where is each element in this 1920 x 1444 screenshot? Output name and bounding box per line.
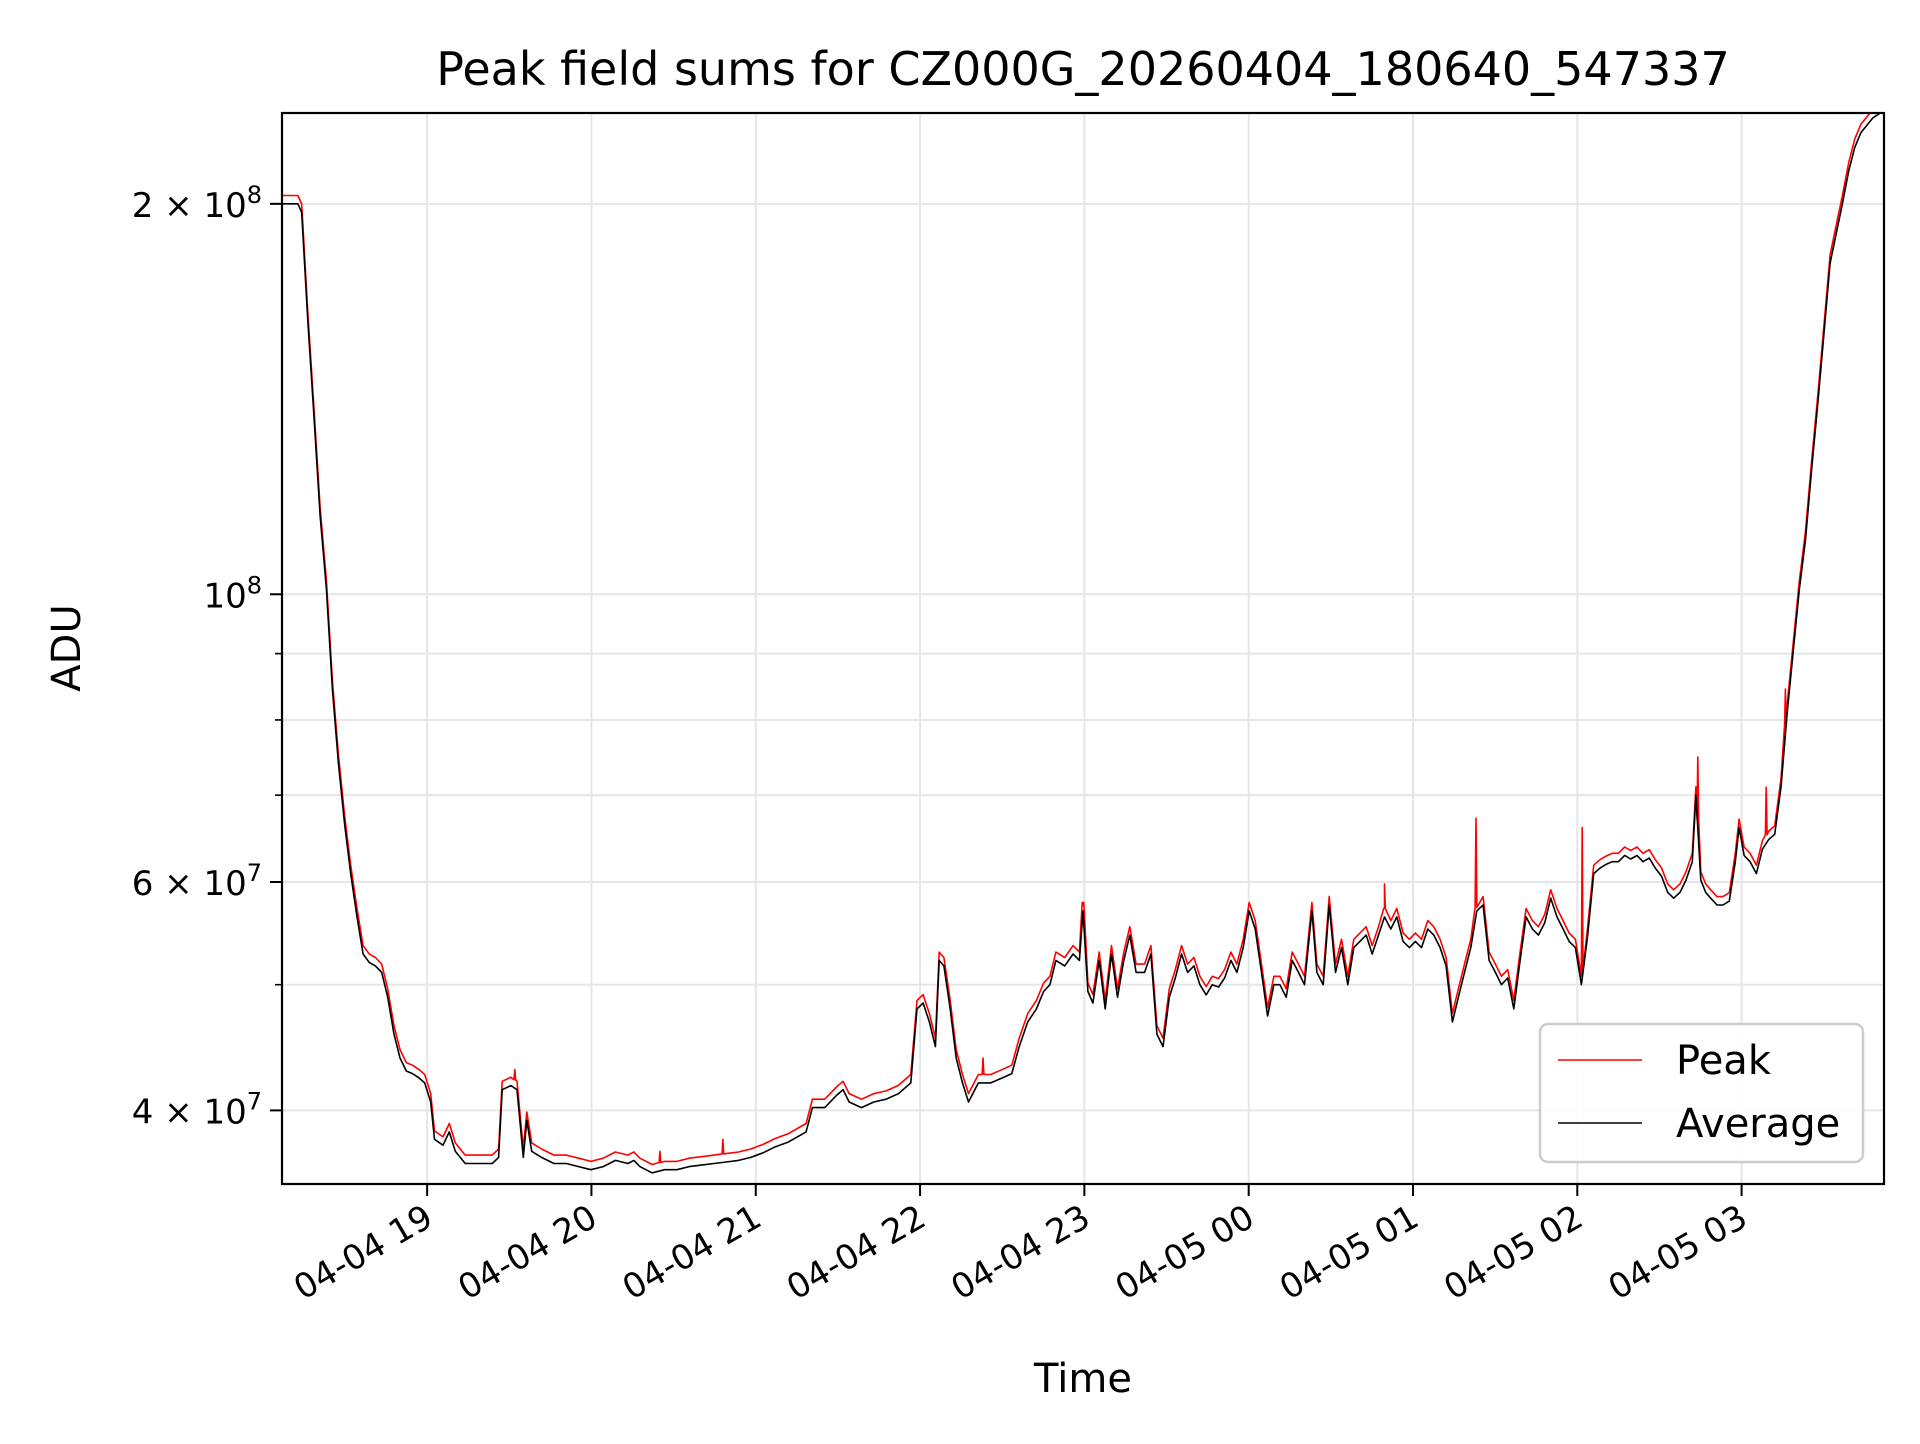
legend-peak-label: Peak (1676, 1038, 1772, 1084)
chart-title: Peak field sums for CZ000G_20260404_1806… (436, 42, 1730, 96)
legend: Peak Average (1538, 1022, 1865, 1164)
y-tick-label: 108 (203, 571, 262, 616)
y-tick-label: 6 × 107 (132, 859, 262, 904)
series-lines (282, 113, 1881, 1174)
y-axis-label: ADU (44, 604, 90, 691)
average-series-line (282, 113, 1881, 1174)
legend-average-label: Average (1676, 1101, 1840, 1147)
axes-frame (280, 111, 1886, 1186)
y-tick-label: 2 × 108 (132, 181, 262, 226)
y-tick-label: 4 × 107 (132, 1087, 262, 1132)
grid (282, 113, 1884, 1184)
legend-box (1538, 1022, 1865, 1164)
x-axis-label: Time (1033, 1356, 1132, 1402)
peak-series-line (282, 113, 1872, 1166)
